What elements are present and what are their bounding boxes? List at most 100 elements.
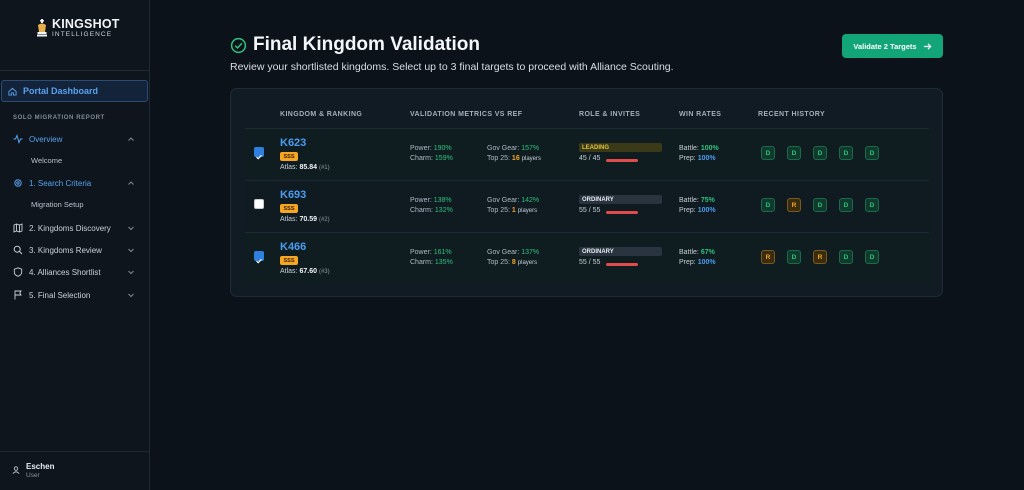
- sidebar-item-label: 4. Alliances Shortlist: [29, 267, 101, 277]
- section-label: SOLO MIGRATION REPORT: [13, 115, 105, 121]
- sidebar-item-search-criteria[interactable]: 1. Search Criteria: [0, 174, 149, 192]
- row-checkbox[interactable]: [254, 199, 264, 209]
- history-badge: R: [813, 250, 827, 264]
- history-badge: D: [839, 198, 853, 212]
- activity-icon: [13, 134, 23, 144]
- column-header: RECENT HISTORY: [758, 111, 826, 118]
- sidebar: KINGSHOT INTELLIGENCE Portal Dashboard S…: [0, 0, 150, 490]
- invites-count: 55 / 55: [579, 259, 601, 266]
- history-badge: D: [865, 198, 879, 212]
- atlas-score: Atlas: 70.59 (#2): [280, 216, 330, 223]
- invites-bar: [606, 263, 638, 266]
- brand-subtitle: INTELLIGENCE: [52, 30, 113, 38]
- sidebar-item-overview[interactable]: Overview: [0, 130, 149, 148]
- gov-gear-metric: Gov Gear: 157%: [487, 145, 540, 152]
- battle-win-rate: Battle: 100%: [679, 145, 719, 152]
- history-badge: D: [787, 146, 801, 160]
- shield-icon: [13, 267, 23, 277]
- column-header: VALIDATION METRICS VS REF: [410, 111, 523, 118]
- history-badge: D: [813, 146, 827, 160]
- role-badge: ORDINARY: [579, 247, 662, 256]
- page-title: Final Kingdom Validation: [253, 34, 480, 55]
- charm-metric: Charm: 159%: [410, 155, 453, 162]
- page-header: Final Kingdom Validation: [230, 34, 480, 56]
- chevron-up-icon[interactable]: [127, 135, 135, 143]
- portal-dashboard-button[interactable]: Portal Dashboard: [1, 80, 148, 102]
- sidebar-item-kingdoms-review[interactable]: 3. Kingdoms Review: [0, 241, 149, 259]
- sidebar-item-kingdoms-discovery[interactable]: 2. Kingdoms Discovery: [0, 219, 149, 237]
- invites-bar: [606, 159, 638, 162]
- chevron-down-icon[interactable]: [127, 291, 135, 299]
- history-badge: D: [813, 198, 827, 212]
- kingdom-id[interactable]: K466: [280, 241, 307, 253]
- row-checkbox[interactable]: [254, 251, 264, 264]
- sidebar-item-label: 1. Search Criteria: [29, 178, 92, 188]
- history-badge: R: [761, 250, 775, 264]
- home-icon: [8, 87, 17, 96]
- validate-targets-button[interactable]: Validate 2 Targets: [842, 34, 943, 58]
- brand-title: KINGSHOT: [52, 17, 120, 31]
- user-profile[interactable]: Eschen User: [12, 462, 54, 479]
- prep-win-rate: Prep: 100%: [679, 259, 716, 266]
- column-header: KINGDOM & RANKING: [280, 111, 363, 118]
- history-badge: D: [839, 146, 853, 160]
- invites-count: 55 / 55: [579, 207, 601, 214]
- history-badge: D: [761, 146, 775, 160]
- chevron-down-icon[interactable]: [127, 246, 135, 254]
- row-checkbox[interactable]: [254, 147, 264, 160]
- tier-badge: SSS: [280, 256, 298, 265]
- chevron-down-icon[interactable]: [127, 268, 135, 276]
- tier-badge: SSS: [280, 152, 298, 161]
- history-badge: R: [787, 198, 801, 212]
- table-row[interactable]: K693 SSS Atlas: 70.59 (#2) Power: 138% C…: [245, 180, 929, 231]
- divider: [0, 451, 149, 452]
- sidebar-item-label: 5. Final Selection: [29, 290, 91, 300]
- sidebar-item-final-selection[interactable]: 5. Final Selection: [0, 286, 149, 304]
- column-header: WIN RATES: [679, 111, 722, 118]
- brand-logo[interactable]: KINGSHOT INTELLIGENCE: [36, 18, 120, 38]
- sidebar-subitem-welcome[interactable]: Welcome: [31, 156, 63, 165]
- sidebar-item-label: 3. Kingdoms Review: [29, 245, 102, 255]
- top25-metric: Top 25: 8 players: [487, 259, 538, 266]
- invites-bar: [606, 211, 638, 214]
- history-badge: D: [865, 250, 879, 264]
- history-badge: D: [865, 146, 879, 160]
- flag-icon: [14, 290, 22, 300]
- map-icon: [13, 223, 23, 233]
- check-icon: [256, 258, 262, 264]
- table-row[interactable]: K623 SSS Atlas: 85.84 (#1) Power: 190% C…: [245, 128, 929, 179]
- top25-metric: Top 25: 16 players: [487, 155, 542, 162]
- atlas-score: Atlas: 67.60 (#3): [280, 268, 330, 275]
- sidebar-item-alliances-shortlist[interactable]: 4. Alliances Shortlist: [0, 263, 149, 281]
- divider: [0, 70, 149, 71]
- page-subtitle: Review your shortlisted kingdoms. Select…: [230, 61, 674, 73]
- power-metric: Power: 190%: [410, 145, 452, 152]
- invites-count: 45 / 45: [579, 155, 601, 162]
- role-badge: LEADING: [579, 143, 662, 152]
- kingdom-id[interactable]: K693: [280, 189, 307, 201]
- battle-win-rate: Battle: 75%: [679, 197, 715, 204]
- table-row[interactable]: K466 SSS Atlas: 67.60 (#3) Power: 161% C…: [245, 232, 929, 283]
- chevron-up-icon[interactable]: [127, 179, 135, 187]
- sidebar-item-label: 2. Kingdoms Discovery: [29, 223, 111, 233]
- prep-win-rate: Prep: 100%: [679, 155, 716, 162]
- tier-badge: SSS: [280, 204, 298, 213]
- sidebar-item-label: Overview: [29, 134, 63, 144]
- prep-win-rate: Prep: 100%: [679, 207, 716, 214]
- power-metric: Power: 138%: [410, 197, 452, 204]
- chevron-down-icon[interactable]: [127, 224, 135, 232]
- kingdom-id[interactable]: K623: [280, 137, 307, 149]
- user-icon: [12, 466, 20, 474]
- search-icon: [13, 245, 23, 255]
- check-circle-icon: [230, 37, 247, 53]
- validate-button-label: Validate 2 Targets: [853, 41, 917, 51]
- history-badge: D: [787, 250, 801, 264]
- sidebar-subitem-migration-setup[interactable]: Migration Setup: [31, 200, 84, 209]
- power-metric: Power: 161%: [410, 249, 452, 256]
- charm-metric: Charm: 135%: [410, 259, 453, 266]
- user-name: Eschen: [26, 462, 55, 471]
- battle-win-rate: Battle: 67%: [679, 249, 715, 256]
- arrow-right-icon: [923, 42, 932, 50]
- atlas-score: Atlas: 85.84 (#1): [280, 164, 330, 171]
- table-header: KINGDOM & RANKING VALIDATION METRICS VS …: [245, 103, 929, 129]
